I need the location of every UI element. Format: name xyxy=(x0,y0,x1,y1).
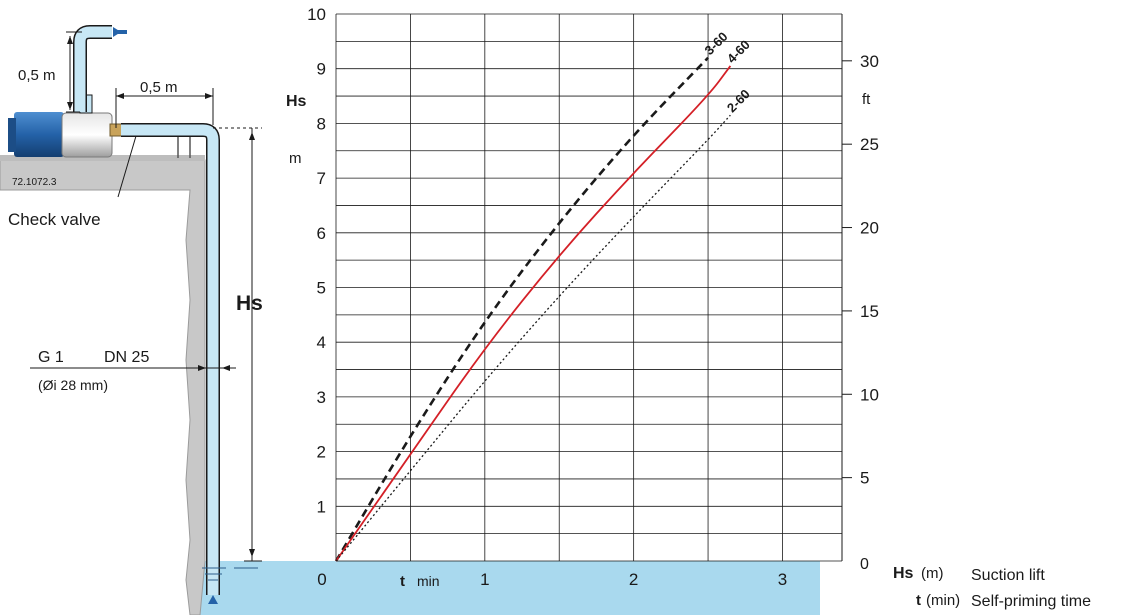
legend: Hs (m) Suction lift t (min) Self-priming… xyxy=(893,565,1091,610)
pipe-inner-label: (Øi 28 mm) xyxy=(38,377,108,393)
y-tick-label: 6 xyxy=(317,224,326,243)
y-axis-label: Hs xyxy=(286,93,307,110)
x-tick-label: 3 xyxy=(778,570,787,589)
pipe-dn-label: DN 25 xyxy=(104,349,149,366)
wall-section xyxy=(0,159,206,615)
y-right-tick-label: 30 xyxy=(860,52,879,71)
x-tick-label: 1 xyxy=(480,570,489,589)
series-line-4-60 xyxy=(335,65,732,562)
pipe-size-label: G 1 xyxy=(38,349,64,366)
pump xyxy=(8,94,123,158)
series-line-3-60 xyxy=(334,56,709,562)
x-axis-label: t xyxy=(400,573,405,590)
y-right-unit: ft xyxy=(862,91,871,108)
y-tick-label: 5 xyxy=(317,279,326,298)
pump-body xyxy=(61,112,113,158)
legend-symbol: Hs xyxy=(893,565,914,582)
x-axis-unit: min xyxy=(417,573,440,589)
horizontal-dimension-label: 0,5 m xyxy=(140,79,178,96)
y-tick-label: 8 xyxy=(317,114,326,133)
series-line-2-60 xyxy=(335,114,731,562)
floor-slab xyxy=(0,155,205,161)
y-right-tick-label: 10 xyxy=(860,385,879,404)
y-tick-label: 10 xyxy=(307,5,326,24)
pump-motor xyxy=(14,112,64,157)
water-surface xyxy=(200,561,820,615)
y-right-tick-label: 25 xyxy=(860,135,879,154)
suction-pipe xyxy=(121,124,219,595)
hs-dimension-label: Hs xyxy=(236,292,263,315)
x-tick-label: 2 xyxy=(629,570,638,589)
flow-out-arrow xyxy=(118,30,127,34)
flow-in-arrow xyxy=(208,595,218,604)
y-right-tick-label: 20 xyxy=(860,219,879,238)
discharge-pipe xyxy=(74,26,112,112)
y-tick-label: 2 xyxy=(317,443,326,462)
y-tick-label: 3 xyxy=(317,388,326,407)
vertical-dimension-label: 0,5 m xyxy=(18,67,56,84)
y-tick-label: 7 xyxy=(317,169,326,188)
legend-text: Suction lift xyxy=(971,567,1045,584)
y-axis-unit: m xyxy=(289,150,302,167)
legend-text: Self-priming time xyxy=(971,593,1091,610)
legend-symbol: t xyxy=(916,592,921,609)
series-label: 2-60 xyxy=(724,86,753,115)
y-tick-label: 9 xyxy=(317,60,326,79)
legend-unit: (m) xyxy=(921,565,944,582)
y-right-tick-label: 5 xyxy=(860,469,869,488)
y-tick-label: 1 xyxy=(317,497,326,516)
y-tick-label: 0 xyxy=(860,556,869,573)
x-tick-label: 0 xyxy=(317,570,326,589)
model-code: 72.1072.3 xyxy=(12,177,57,188)
y-tick-label: 4 xyxy=(317,333,326,352)
y-right-tick-label: 15 xyxy=(860,302,879,321)
check-valve-label: Check valve xyxy=(8,210,101,229)
legend-unit: (min) xyxy=(926,592,960,609)
